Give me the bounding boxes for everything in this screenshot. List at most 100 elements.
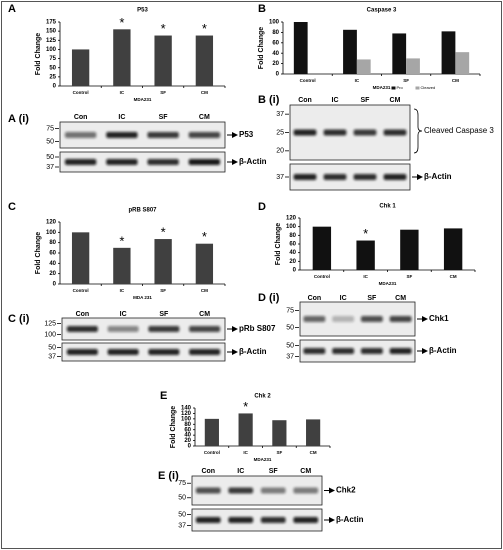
blot-band: [148, 326, 180, 332]
bar: [272, 420, 287, 446]
blot-band: [323, 129, 347, 136]
marker-label: 37: [286, 353, 294, 360]
lane-label: Con: [298, 97, 312, 104]
lane-label: SF: [159, 311, 169, 318]
bar: [443, 228, 463, 270]
blot-band: [228, 487, 254, 494]
lane-label: SF: [269, 468, 279, 475]
blot-band: [260, 517, 286, 523]
chart-title: P53: [137, 8, 148, 14]
blot-band: [360, 348, 383, 354]
y-tick-label: 0: [53, 84, 57, 90]
annotation: *: [119, 15, 124, 30]
marker-label: 50: [286, 324, 294, 331]
lane-label: CM: [395, 295, 406, 302]
marker-label: 37: [276, 111, 284, 118]
x-axis-label: MDA231: [379, 281, 397, 286]
blot-label: D (i): [258, 292, 280, 304]
blot-band: [293, 174, 317, 180]
panel-letter: E: [160, 390, 167, 402]
band-label: pRb S807: [239, 324, 276, 333]
y-tick-label: 60: [289, 242, 296, 248]
panel-letter: D: [258, 201, 266, 213]
annotation: *: [161, 21, 166, 36]
blot-band: [195, 517, 221, 523]
band-label: β-Actin: [336, 515, 364, 524]
y-axis-label: Fold Change: [35, 232, 42, 274]
bar: [113, 247, 131, 284]
y-tick-label: 100: [46, 47, 57, 53]
y-axis-label: Fold Change: [170, 406, 177, 448]
blot-band: [107, 349, 139, 355]
y-tick-label: 125: [46, 38, 57, 44]
blot-band: [332, 316, 355, 322]
marker-label: 100: [44, 331, 56, 338]
x-tick-label: CM: [450, 274, 457, 279]
blot-band: [106, 132, 138, 138]
lane-label: Con: [201, 468, 215, 475]
x-tick-label: Control: [300, 78, 316, 83]
blot-label: A (i): [8, 113, 29, 125]
x-tick-label: CM: [452, 78, 459, 83]
marker-label: 50: [178, 495, 186, 502]
band-label: Chk1: [429, 314, 449, 323]
x-tick-label: SF: [160, 90, 166, 95]
x-tick-label: CM: [201, 90, 208, 95]
y-tick-label: 20: [49, 271, 56, 277]
x-axis-label: MDA231: [373, 85, 391, 90]
bar: [455, 52, 470, 74]
band-label: P53: [239, 130, 254, 139]
y-tick-label: 120: [286, 216, 297, 222]
y-axis-label: Fold Change: [35, 33, 42, 75]
lane-label: IC: [120, 311, 127, 318]
y-tick-label: 100: [286, 224, 297, 230]
blot-strip: [61, 342, 226, 362]
blot-label: C (i): [8, 313, 30, 325]
marker-label: 37: [276, 174, 284, 181]
bar: [71, 232, 90, 284]
marker-label: 37: [48, 353, 56, 360]
band-label: β-Actin: [239, 347, 267, 356]
y-tick-label: 100: [269, 20, 280, 26]
y-tick-label: 40: [289, 250, 296, 256]
bar: [293, 22, 308, 74]
bar: [441, 31, 456, 74]
blot-band: [66, 326, 98, 332]
y-tick-label: 20: [184, 438, 191, 444]
lane-label: SF: [367, 295, 377, 302]
blot-band: [383, 129, 407, 136]
bar: [356, 240, 375, 270]
brace: [413, 108, 423, 154]
marker-label: 37: [178, 522, 186, 529]
marker-label: 20: [276, 148, 284, 155]
x-tick-label: SF: [406, 274, 412, 279]
lane-label: CM: [390, 97, 401, 104]
panel-letter: A: [8, 3, 16, 15]
lane-label: IC: [340, 295, 347, 302]
band-label: β-Actin: [239, 157, 267, 166]
marker-label: 50: [46, 154, 54, 161]
blot-band: [106, 159, 138, 165]
x-tick-label: CM: [310, 450, 317, 455]
marker-label: 125: [44, 320, 56, 327]
marker-label: 25: [276, 129, 284, 136]
blot-label: E (i): [158, 470, 179, 482]
x-tick-label: Control: [314, 274, 330, 279]
y-axis-label: Fold Change: [258, 27, 265, 69]
blot-band: [353, 129, 377, 136]
lane-label: CM: [199, 311, 210, 318]
bar: [71, 49, 90, 86]
legend-swatch: [415, 86, 420, 90]
marker-label: 50: [48, 344, 56, 351]
band-label: β-Actin: [424, 172, 452, 181]
annotation: *: [202, 21, 207, 36]
blot-label: B (i): [258, 94, 280, 106]
x-tick-label: IC: [355, 78, 360, 83]
y-tick-label: 75: [49, 56, 56, 62]
lane-label: SF: [361, 97, 371, 104]
x-tick-label: CM: [201, 288, 208, 293]
chart-title: Chk 2: [254, 394, 271, 400]
lane-label: Con: [76, 311, 90, 318]
